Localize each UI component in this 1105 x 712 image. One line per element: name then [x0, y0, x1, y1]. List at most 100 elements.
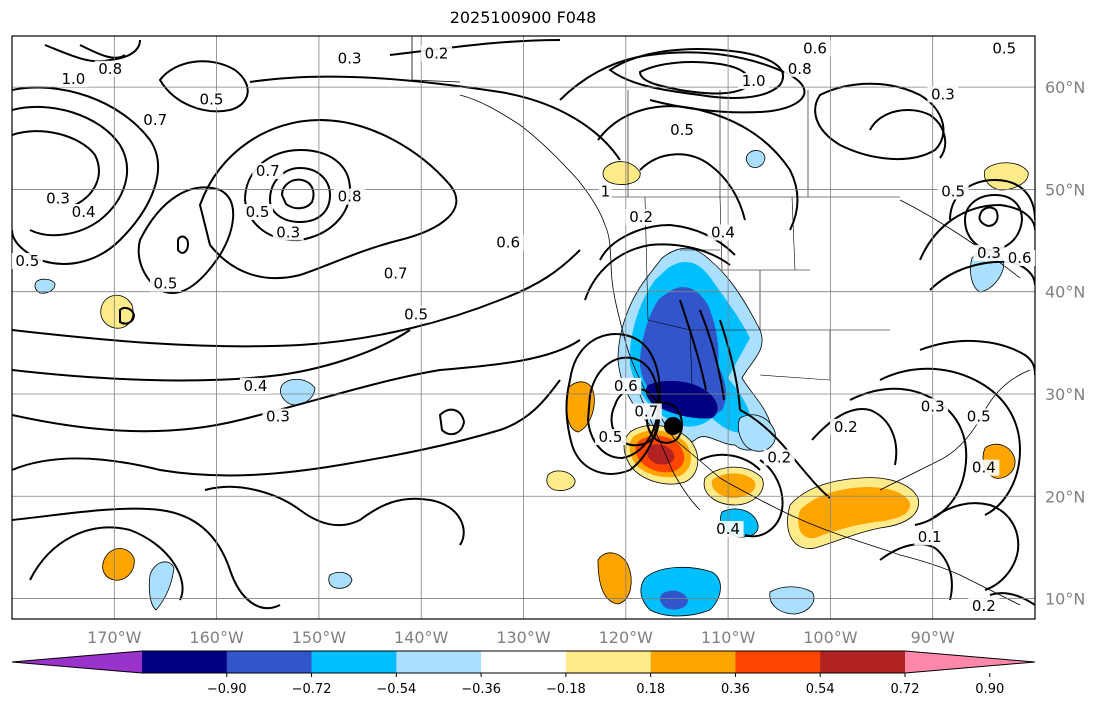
contour-label-bg — [242, 203, 274, 220]
contour-label: 0.3 — [931, 85, 955, 103]
contour-label-bg — [963, 408, 995, 425]
map-frame — [11, 35, 1036, 620]
contour-label-bg — [630, 403, 662, 420]
contour-label-bg — [738, 73, 770, 90]
contour-label: 0.5 — [154, 275, 178, 293]
contour-label-bg — [594, 429, 626, 446]
lon-tick-label: 170°W — [87, 628, 142, 647]
contour-label-bg — [42, 190, 74, 207]
contour-label-bg — [139, 111, 171, 128]
longitude-tick-labels: 170°W 160°W 150°W 140°W 130°W 120°W 110°W 100°W… — [87, 628, 955, 647]
shade-negative-deep — [645, 380, 718, 419]
contour-label-bg — [625, 209, 657, 226]
contour-label: 0.5 — [404, 305, 428, 323]
contour-label: 0.7 — [143, 111, 167, 129]
colorbar-outline — [11, 650, 1036, 674]
contour-label-bg — [666, 122, 698, 139]
contour-label-bg — [239, 377, 271, 394]
contour-label-bg — [272, 224, 304, 241]
contour-label-bg — [334, 50, 366, 67]
contour-label: 1.0 — [742, 72, 766, 90]
contour-label: 1 — [601, 183, 611, 201]
contour-label-bg — [262, 408, 294, 425]
contour-label: 0.8 — [788, 60, 812, 78]
contour-label: 0.3 — [338, 50, 362, 68]
contour-label: 0.8 — [98, 60, 122, 78]
colorbar-segment — [735, 651, 821, 673]
contour-label: 1.0 — [61, 70, 85, 88]
colorbar: −0.90 −0.72 −0.54 −0.36 −0.18 0.18 0.36 0.54 0.7… — [11, 650, 1036, 697]
contour-label-bg — [598, 183, 612, 200]
shade-negative-south-3 — [148, 561, 175, 611]
contour-label-bg — [421, 45, 453, 62]
colorbar-segment — [396, 651, 482, 673]
contour-label: 0.7 — [634, 402, 658, 420]
colorbar-segment — [650, 651, 736, 673]
contour-label-bg — [784, 60, 816, 77]
contour-label-bg — [380, 265, 412, 282]
lon-tick-label: 110°W — [701, 628, 756, 647]
lat-tick-label: 30°N — [1045, 385, 1085, 404]
shade-negative-south-2 — [769, 586, 815, 615]
contour-label-bg — [917, 398, 949, 415]
shade-negative-south-deep — [659, 590, 688, 610]
contour-label: 0.3 — [977, 244, 1001, 262]
contour-label-bg — [94, 60, 126, 77]
contour-label: 0.5 — [670, 121, 694, 139]
latitude-tick-labels: 60°N 50°N 40°N 30°N 20°N 10°N — [1045, 78, 1085, 608]
contour-label-bg — [252, 163, 284, 180]
contour-label-bg — [11, 253, 43, 270]
shade-positive-mexico-2b — [798, 487, 911, 539]
chart-title: 2025100900 F048 — [449, 8, 597, 27]
contour-label: 0.4 — [711, 223, 735, 241]
contour-labels: 1.00.80.70.50.3 0.20.30.40.50.50.50.30.70… — [11, 39, 1036, 615]
contour-label: 0.5 — [246, 203, 270, 221]
contour-label: 0.2 — [767, 448, 791, 466]
contour-label-bg — [707, 224, 739, 241]
contour-label: 0.2 — [629, 208, 653, 226]
contour-label: 0.7 — [384, 264, 408, 282]
shade-positive-canada — [602, 161, 641, 185]
contour-label: 0.7 — [256, 162, 280, 180]
colorbar-segment — [226, 651, 313, 673]
contour-label: 0.5 — [941, 183, 965, 201]
contour-label-bg — [830, 418, 862, 435]
contour-label-bg — [1004, 250, 1036, 267]
contour-label-bg — [914, 529, 946, 546]
lon-tick-label: 90°W — [911, 628, 955, 647]
contour-label: 0.3 — [921, 397, 945, 415]
colorbar-segment — [311, 651, 397, 673]
colorbar-segment — [481, 651, 567, 673]
colorbar-segment — [820, 651, 906, 673]
contour-label: 0.3 — [46, 190, 70, 208]
contour-label: 0.6 — [803, 39, 827, 57]
contour-label-bg — [927, 86, 959, 103]
contour-label-bg — [799, 40, 831, 57]
colorbar-label: −0.36 — [461, 682, 501, 697]
contour-label: 0.4 — [72, 203, 96, 221]
contour-label: 0.3 — [276, 223, 300, 241]
contour-label: 0.5 — [967, 408, 991, 426]
colorbar-label: 0.72 — [891, 682, 920, 697]
contour-label-bg — [763, 449, 795, 466]
lon-tick-label: 120°W — [599, 628, 654, 647]
colorbar-label: 0.18 — [636, 682, 665, 697]
contour-label-bg — [68, 203, 100, 220]
colorbar-label: 0.90 — [975, 682, 1004, 697]
contour-label-bg — [937, 183, 969, 200]
contour-label: 0.6 — [1008, 249, 1032, 267]
contour-label-bg — [334, 188, 366, 205]
colorbar-label: −0.18 — [546, 682, 586, 697]
colorbar-label: −0.54 — [376, 682, 416, 697]
contour-label-bg — [400, 306, 432, 323]
low-center-marker — [664, 417, 682, 435]
contour-label-bg — [973, 244, 1005, 261]
shade-negative-small-2 — [328, 571, 353, 589]
gridlines — [12, 36, 1035, 619]
colorbar-extend-low — [12, 651, 142, 673]
colorbar-label: 0.36 — [721, 682, 750, 697]
lon-tick-label: 130°W — [496, 628, 551, 647]
shade-negative-small-1 — [34, 278, 56, 294]
colorbar-extend-high — [905, 651, 1035, 673]
